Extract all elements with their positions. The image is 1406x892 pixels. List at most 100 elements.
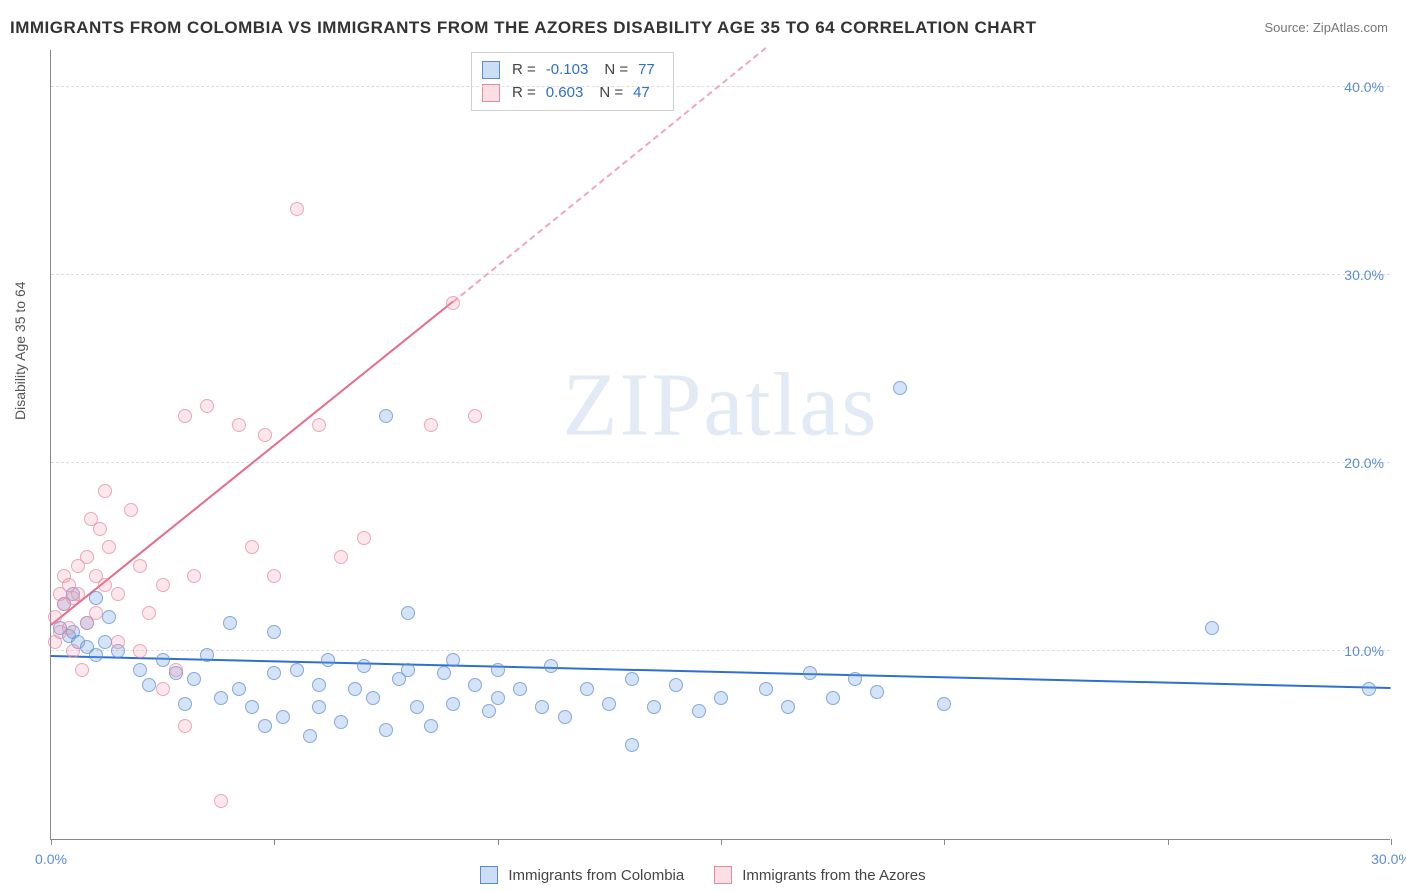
data-point [98,578,112,592]
data-point [544,659,558,673]
x-tick-mark [944,839,945,845]
data-point [142,606,156,620]
data-point [290,202,304,216]
data-point [124,503,138,517]
data-point [48,610,62,624]
data-point [89,648,103,662]
data-point [893,381,907,395]
y-tick-label: 40.0% [1344,79,1384,95]
data-point [111,635,125,649]
legend-label-blue: Immigrants from Colombia [508,867,684,884]
data-point [401,663,415,677]
data-point [62,621,76,635]
data-point [98,635,112,649]
plot-area: ZIPatlas R = -0.103 N = 77 R = 0.603 N =… [50,50,1390,840]
legend-swatch-blue-icon [480,866,498,884]
legend-label-pink: Immigrants from the Azores [742,867,925,884]
x-tick-mark [498,839,499,845]
data-point [267,625,281,639]
x-tick-mark [1168,839,1169,845]
data-point [156,578,170,592]
data-point [75,663,89,677]
data-point [232,682,246,696]
data-point [303,729,317,743]
data-point [89,606,103,620]
x-tick-mark [1391,839,1392,845]
data-point [93,522,107,536]
data-point [312,418,326,432]
data-point [187,672,201,686]
data-point [71,587,85,601]
data-point [625,738,639,752]
data-point [937,697,951,711]
data-point [133,559,147,573]
data-point [357,659,371,673]
data-point [232,418,246,432]
data-point [468,409,482,423]
legend-item-pink: Immigrants from the Azores [714,866,925,884]
x-tick-mark [51,839,52,845]
legend-swatch-pink-icon [714,866,732,884]
data-point [133,644,147,658]
gridline-h [51,650,1390,651]
chart-title: IMMIGRANTS FROM COLOMBIA VS IMMIGRANTS F… [10,18,1036,38]
data-point [312,700,326,714]
data-point [692,704,706,718]
data-point [258,428,272,442]
data-point [491,663,505,677]
data-point [482,704,496,718]
data-point [169,663,183,677]
data-point [245,540,259,554]
stat-n-blue: 77 [638,59,655,82]
data-point [781,700,795,714]
data-point [379,723,393,737]
stat-r-blue: -0.103 [546,59,589,82]
data-point [424,719,438,733]
data-point [111,587,125,601]
gridline-h [51,274,1390,275]
data-point [98,484,112,498]
y-axis-label: Disability Age 35 to 64 [12,281,28,420]
data-point [200,648,214,662]
data-point [245,700,259,714]
data-point [357,531,371,545]
x-tick-label: 30.0% [1371,851,1406,867]
data-point [334,715,348,729]
data-point [446,296,460,310]
data-point [366,691,380,705]
stats-legend-box: R = -0.103 N = 77 R = 0.603 N = 47 [471,52,674,111]
data-point [178,719,192,733]
stats-row-blue: R = -0.103 N = 77 [482,59,663,82]
data-point [410,700,424,714]
swatch-blue-icon [482,61,500,79]
source-label: Source: ZipAtlas.com [1264,20,1388,35]
data-point [714,691,728,705]
y-tick-label: 30.0% [1344,267,1384,283]
data-point [312,678,326,692]
data-point [258,719,272,733]
data-point [348,682,362,696]
data-point [625,672,639,686]
data-point [178,409,192,423]
data-point [133,663,147,677]
y-tick-label: 10.0% [1344,643,1384,659]
x-tick-mark [274,839,275,845]
data-point [1362,682,1376,696]
data-point [580,682,594,696]
data-point [803,666,817,680]
data-point [156,682,170,696]
y-tick-label: 20.0% [1344,455,1384,471]
bottom-legend: Immigrants from Colombia Immigrants from… [0,866,1406,884]
data-point [468,678,482,692]
data-point [142,678,156,692]
data-point [446,697,460,711]
trend-line [50,301,453,626]
x-tick-mark [721,839,722,845]
data-point [80,550,94,564]
data-point [214,794,228,808]
data-point [401,606,415,620]
data-point [102,610,116,624]
stat-r-label: R = [512,59,536,82]
data-point [669,678,683,692]
trend-line [51,655,1391,689]
